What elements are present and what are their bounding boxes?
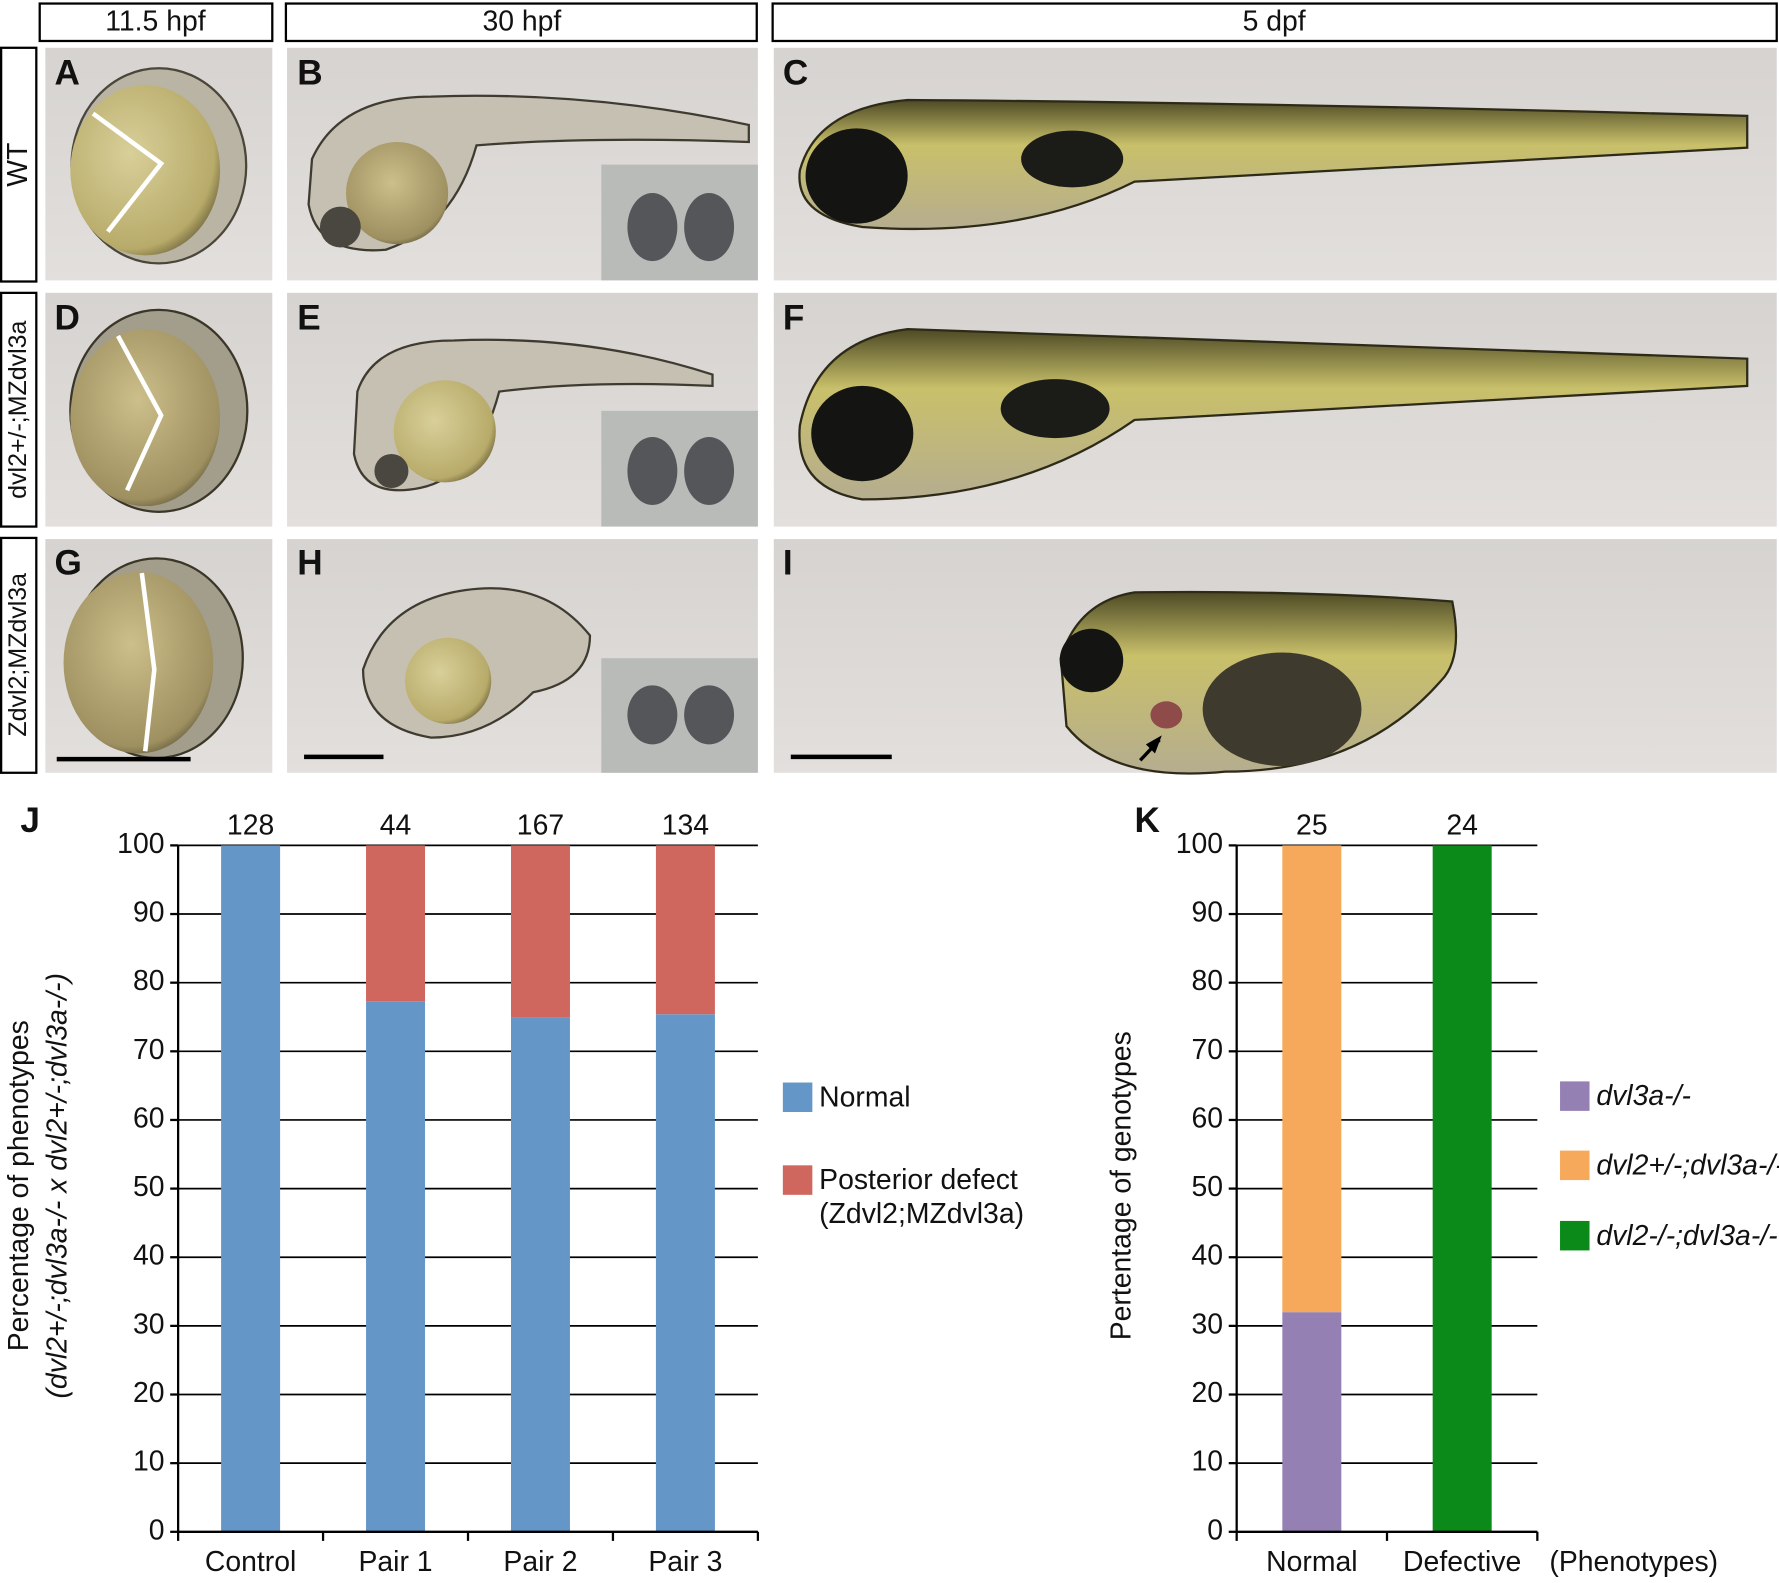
total-label: 24 xyxy=(1446,810,1478,842)
panel-label: B xyxy=(297,53,322,92)
bar-segment xyxy=(1282,1312,1342,1532)
bar-segment xyxy=(1282,845,1342,1313)
total-label: 25 xyxy=(1296,810,1328,842)
y-tick-label: 100 xyxy=(1176,828,1223,860)
bar-segment xyxy=(655,845,715,1015)
legend-swatch xyxy=(1560,1081,1590,1111)
panel-label: E xyxy=(297,298,320,337)
bar-segment xyxy=(1432,845,1492,1532)
legend-label: dvl3a-/- xyxy=(1596,1080,1691,1113)
legend-label: dvl2+/-;dvl3a-/- xyxy=(1596,1149,1779,1182)
row-label: WT xyxy=(2,143,34,187)
total-label: 134 xyxy=(662,810,709,842)
y-tick-label: 60 xyxy=(1192,1102,1224,1134)
total-label: 44 xyxy=(380,810,412,842)
y-tick-label: 40 xyxy=(133,1240,165,1272)
y-tick-label: 20 xyxy=(1192,1377,1224,1409)
y-axis-label: Percentage of phenotypes xyxy=(3,1020,35,1351)
row-label: Zdvl2;MZdvl3a xyxy=(4,573,32,737)
panel-label: A xyxy=(54,53,79,92)
column-header: 5 dpf xyxy=(1243,5,1306,37)
y-tick-label: 40 xyxy=(1192,1240,1224,1272)
legend-swatch xyxy=(1560,1150,1590,1181)
row-label: dvl2+/-;MZdvl3a xyxy=(4,321,32,499)
x-tick-label: Pair 1 xyxy=(358,1546,432,1578)
y-tick-label: 90 xyxy=(133,897,165,929)
x-tick-label: Pair 2 xyxy=(503,1546,577,1578)
y-tick-label: 30 xyxy=(1192,1308,1224,1340)
panel-label: J xyxy=(20,801,40,840)
legend-swatch xyxy=(782,1082,813,1113)
bar-segment xyxy=(510,1017,570,1532)
y-tick-label: 60 xyxy=(133,1102,165,1134)
x-tick-label: Pair 3 xyxy=(648,1546,722,1578)
photos xyxy=(45,47,1777,775)
header-boxes xyxy=(0,2,1778,774)
bar-segment xyxy=(510,845,570,1018)
y-tick-label: 10 xyxy=(1192,1446,1224,1478)
column-header: 30 hpf xyxy=(482,5,561,37)
y-tick-label: 80 xyxy=(1192,965,1224,997)
bar-segment xyxy=(366,845,426,1002)
panel-label: F xyxy=(783,298,804,337)
legend-swatch xyxy=(782,1165,813,1195)
legend-label: dvl2-/-;dvl3a-/- xyxy=(1596,1219,1778,1252)
y-tick-label: 0 xyxy=(149,1514,165,1546)
x-axis-label: (Phenotypes) xyxy=(1549,1546,1718,1578)
panel-label: K xyxy=(1135,801,1161,840)
y-axis-label: (dvl2+/-;dvl3a-/- x dvl2+/-;dvl3a-/-) xyxy=(41,973,73,1399)
legend-entry: Normal xyxy=(819,1081,911,1114)
column-header: 11.5 hpf xyxy=(105,5,206,37)
bar-segment xyxy=(655,1014,715,1532)
total-label: 128 xyxy=(227,810,274,842)
bar-segment xyxy=(221,845,281,1532)
y-tick-label: 90 xyxy=(1192,897,1224,929)
y-tick-label: 100 xyxy=(117,828,164,860)
legend-swatch xyxy=(1560,1220,1590,1251)
y-tick-label: 70 xyxy=(133,1034,165,1066)
y-axis-label: Pertentage of genotypes xyxy=(1106,1031,1138,1340)
panel-label: D xyxy=(54,298,79,337)
y-tick-label: 50 xyxy=(1192,1171,1224,1203)
total-label: 167 xyxy=(517,810,564,842)
y-tick-label: 30 xyxy=(133,1308,165,1340)
legend-entry: dvl2-/-;dvl3a-/- xyxy=(1596,1219,1778,1252)
panel-label: I xyxy=(783,543,793,582)
y-tick-label: 70 xyxy=(1192,1034,1224,1066)
legend-label: Normal xyxy=(819,1081,911,1114)
y-tick-label: 20 xyxy=(133,1377,165,1409)
legend-entry: Posterior defect (Zdvl2;MZdvl3a) xyxy=(819,1164,1025,1231)
x-tick-label: Defective xyxy=(1403,1546,1521,1578)
y-tick-label: 0 xyxy=(1207,1514,1223,1546)
y-tick-label: 80 xyxy=(133,965,165,997)
y-tick-label: 50 xyxy=(133,1171,165,1203)
x-tick-label: Normal xyxy=(1266,1546,1357,1578)
legend-entry: dvl2+/-;dvl3a-/- xyxy=(1596,1149,1779,1182)
panel-label: C xyxy=(783,53,808,92)
legend-label: Posterior defect (Zdvl2;MZdvl3a) xyxy=(819,1164,1025,1231)
panel-label: G xyxy=(54,543,81,582)
y-tick-label: 10 xyxy=(133,1446,165,1478)
panel-label: H xyxy=(297,543,322,582)
x-tick-label: Control xyxy=(205,1546,296,1578)
bar-segment xyxy=(366,1001,426,1532)
legend-entry: dvl3a-/- xyxy=(1596,1080,1691,1113)
